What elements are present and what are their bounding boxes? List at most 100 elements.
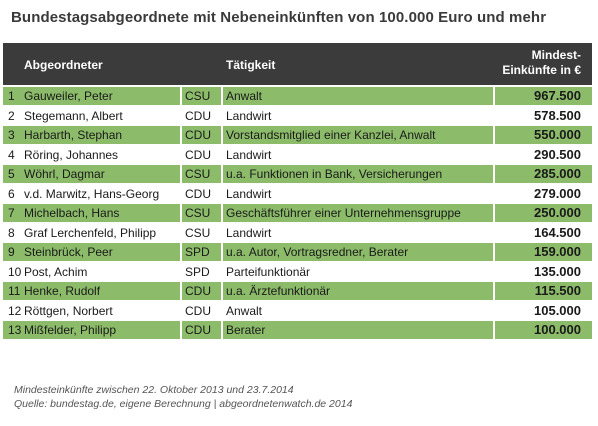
- party: CDU: [185, 323, 211, 337]
- row-number: 12: [8, 303, 22, 318]
- row-number: 8: [8, 225, 15, 240]
- activity: u.a. Funktionen in Bank, Versicherungen: [226, 167, 443, 181]
- table-row: 1 Gauweiler, Peter CSU Anwalt 967.500: [3, 85, 592, 105]
- minimum-income: 285.000: [534, 166, 581, 181]
- column-divider: [493, 282, 495, 300]
- party: CDU: [185, 147, 211, 162]
- member-name: Röring, Johannes: [24, 147, 119, 162]
- activity: Vorstandsmitglied einer Kanzlei, Anwalt: [226, 128, 436, 142]
- column-divider: [180, 321, 182, 339]
- column-divider: [180, 262, 182, 280]
- table-row: 11 Henke, Rudolf CDU u.a. Ärztefunktionär 11…: [3, 280, 592, 300]
- minimum-income: 105.000: [534, 302, 581, 318]
- column-divider: [221, 321, 223, 339]
- column-divider: [493, 243, 495, 261]
- member-name: Mißfelder, Philipp: [24, 323, 117, 337]
- table-row: 13 Mißfelder, Philipp CDU Berater 100.000: [3, 319, 592, 339]
- member-name: Steinbrück, Peer: [24, 245, 113, 259]
- column-header-job: Tätigkeit: [226, 58, 276, 72]
- minimum-income: 250.000: [534, 205, 581, 220]
- member-name: Stegemann, Albert: [24, 108, 123, 123]
- column-header-income-line2: Einkünfte in €: [502, 63, 581, 77]
- minimum-income: 164.500: [534, 224, 581, 240]
- minimum-income: 100.000: [534, 322, 581, 337]
- table-row: 4 Röring, Johannes CDU Landwirt 290.500: [3, 143, 592, 163]
- table-header: Abgeordneter Tätigkeit Mindest- Einkünft…: [3, 43, 592, 85]
- activity: Berater: [226, 323, 266, 337]
- party: CDU: [185, 108, 211, 123]
- column-divider: [221, 87, 223, 105]
- column-divider: [180, 223, 182, 241]
- column-divider: [493, 106, 495, 124]
- column-divider: [180, 184, 182, 202]
- minimum-income: 578.500: [534, 107, 581, 123]
- member-name: Michelbach, Hans: [24, 206, 120, 220]
- column-divider: [221, 165, 223, 183]
- party: SPD: [185, 245, 210, 259]
- column-divider: [221, 243, 223, 261]
- party: CDU: [185, 303, 211, 318]
- activity: Landwirt: [226, 108, 272, 123]
- row-number: 5: [8, 167, 15, 181]
- column-header-income: Mindest- Einkünfte in €: [502, 48, 581, 78]
- column-divider: [221, 145, 223, 163]
- column-divider: [180, 106, 182, 124]
- member-name: Graf Lerchenfeld, Philipp: [24, 225, 157, 240]
- column-divider: [180, 87, 182, 105]
- column-header-income-line1: Mindest-: [531, 48, 581, 62]
- party: SPD: [185, 264, 210, 279]
- minimum-income: 290.500: [534, 146, 581, 162]
- footnote-source: Quelle: bundestag.de, eigene Berechnung …: [14, 398, 353, 410]
- column-divider: [493, 126, 495, 144]
- activity: Geschäftsführer einer Unternehmensgruppe: [226, 206, 461, 220]
- activity: Parteifunktionär: [226, 264, 311, 279]
- column-divider: [180, 282, 182, 300]
- member-name: Gauweiler, Peter: [24, 89, 113, 103]
- party: CSU: [185, 89, 211, 103]
- party: CSU: [185, 225, 211, 240]
- member-name: Henke, Rudolf: [24, 284, 101, 298]
- table-row: 5 Wöhrl, Dagmar CSU u.a. Funktionen in Bank…: [3, 163, 592, 183]
- column-divider: [493, 145, 495, 163]
- column-divider: [493, 223, 495, 241]
- activity: u.a. Autor, Vortragsredner, Berater: [226, 245, 409, 259]
- party: CDU: [185, 284, 211, 298]
- column-divider: [221, 262, 223, 280]
- footnote: Mindesteinkünfte zwischen 22. Oktober 20…: [14, 383, 352, 411]
- row-number: 6: [8, 186, 15, 201]
- column-divider: [493, 301, 495, 319]
- column-divider: [180, 204, 182, 222]
- row-number: 1: [8, 89, 15, 103]
- column-divider: [493, 321, 495, 339]
- column-divider: [493, 204, 495, 222]
- minimum-income: 135.000: [534, 263, 581, 279]
- row-number: 13: [8, 323, 22, 337]
- party: CSU: [185, 167, 211, 181]
- column-divider: [221, 301, 223, 319]
- column-divider: [221, 204, 223, 222]
- activity: u.a. Ärztefunktionär: [226, 284, 331, 298]
- member-name: Röttgen, Norbert: [24, 303, 113, 318]
- activity: Anwalt: [226, 89, 263, 103]
- column-divider: [221, 184, 223, 202]
- column-divider: [493, 165, 495, 183]
- party: CDU: [185, 128, 211, 142]
- row-number: 3: [8, 128, 15, 142]
- column-divider: [221, 282, 223, 300]
- column-divider: [493, 262, 495, 280]
- member-name: v.d. Marwitz, Hans-Georg: [24, 186, 160, 201]
- member-name: Harbarth, Stephan: [24, 128, 123, 142]
- column-divider: [493, 184, 495, 202]
- activity: Landwirt: [226, 147, 272, 162]
- activity: Landwirt: [226, 186, 272, 201]
- row-number: 2: [8, 108, 15, 123]
- minimum-income: 550.000: [534, 127, 581, 142]
- column-header-name: Abgeordneter: [24, 58, 103, 72]
- column-divider: [180, 145, 182, 163]
- column-divider: [221, 126, 223, 144]
- column-divider: [180, 126, 182, 144]
- column-divider: [180, 243, 182, 261]
- party: CSU: [185, 206, 211, 220]
- table-row: 7 Michelbach, Hans CSU Geschäftsführer eine…: [3, 202, 592, 222]
- column-divider: [221, 223, 223, 241]
